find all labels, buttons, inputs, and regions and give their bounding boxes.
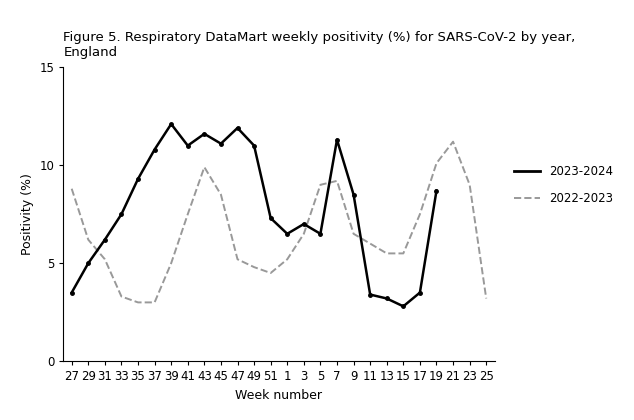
- 2023-2024: [167, 121, 175, 126]
- 2023-2024: [184, 143, 191, 148]
- 2022-2023: [333, 178, 341, 184]
- 2023-2024: [333, 137, 341, 142]
- 2023-2024: [151, 147, 158, 152]
- 2023-2024: [300, 221, 307, 226]
- 2023-2024: [283, 231, 291, 236]
- 2023-2024: [316, 231, 324, 236]
- Line: 2023-2024: 2023-2024: [70, 122, 438, 308]
- 2022-2023: [399, 251, 407, 256]
- 2022-2023: [450, 139, 457, 144]
- 2023-2024: [432, 188, 440, 193]
- 2022-2023: [217, 192, 224, 197]
- 2022-2023: [250, 265, 258, 270]
- Line: 2022-2023: 2022-2023: [72, 142, 486, 302]
- Y-axis label: Positivity (%): Positivity (%): [21, 173, 34, 255]
- 2022-2023: [383, 251, 391, 256]
- 2022-2023: [300, 231, 307, 236]
- 2022-2023: [84, 237, 92, 242]
- 2023-2024: [217, 141, 224, 146]
- 2022-2023: [134, 300, 142, 305]
- 2023-2024: [350, 192, 358, 197]
- 2023-2024: [416, 290, 424, 295]
- 2022-2023: [184, 212, 191, 217]
- 2022-2023: [350, 231, 358, 236]
- 2023-2024: [234, 126, 242, 131]
- 2023-2024: [366, 292, 374, 297]
- 2023-2024: [118, 212, 126, 217]
- 2023-2024: [383, 296, 391, 301]
- 2022-2023: [101, 257, 108, 262]
- 2022-2023: [68, 186, 75, 191]
- 2022-2023: [118, 294, 126, 299]
- 2022-2023: [267, 270, 275, 276]
- Text: Figure 5. Respiratory DataMart weekly positivity (%) for SARS-CoV-2 by year,
Eng: Figure 5. Respiratory DataMart weekly po…: [63, 31, 576, 59]
- 2022-2023: [316, 182, 324, 187]
- Legend: 2023-2024, 2022-2023: 2023-2024, 2022-2023: [509, 160, 618, 210]
- 2023-2024: [267, 215, 275, 220]
- 2022-2023: [167, 261, 175, 266]
- 2022-2023: [234, 257, 242, 262]
- 2022-2023: [416, 212, 424, 217]
- 2023-2024: [101, 237, 108, 242]
- 2023-2024: [134, 176, 142, 181]
- 2023-2024: [200, 131, 208, 136]
- 2023-2024: [399, 304, 407, 309]
- 2023-2024: [250, 143, 258, 148]
- 2022-2023: [283, 257, 291, 262]
- 2022-2023: [366, 241, 374, 246]
- 2023-2024: [68, 290, 75, 295]
- 2022-2023: [482, 296, 490, 301]
- 2022-2023: [200, 165, 208, 170]
- 2022-2023: [466, 182, 474, 187]
- 2023-2024: [84, 261, 92, 266]
- 2022-2023: [151, 300, 158, 305]
- 2022-2023: [432, 161, 440, 166]
- X-axis label: Week number: Week number: [235, 389, 323, 402]
